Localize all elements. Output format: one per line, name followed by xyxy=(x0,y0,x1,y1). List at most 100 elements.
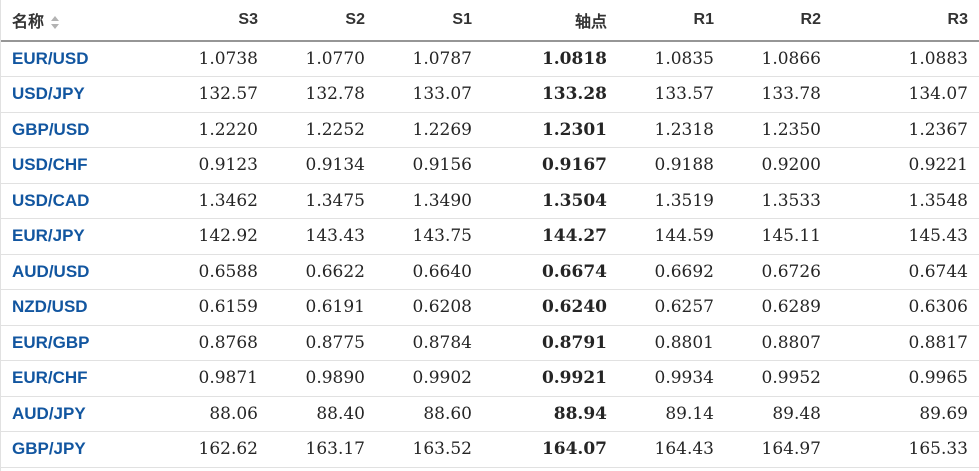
r1-cell: 0.6257 xyxy=(654,297,714,318)
r3-cell: 89.69 xyxy=(919,403,968,424)
column-header-r1: R1 xyxy=(617,0,724,42)
r2-cell: 0.8807 xyxy=(761,332,821,353)
r1-cell: 144.59 xyxy=(654,226,714,247)
column-header-s1: S1 xyxy=(375,0,482,42)
pair-name-cell: NZD/USD xyxy=(1,290,161,326)
s3-cell: 1.2220 xyxy=(198,119,258,140)
s1-cell: 0.8784 xyxy=(412,332,472,353)
r2-cell: 0.9200 xyxy=(761,155,821,176)
r2-cell: 0.6289 xyxy=(761,297,821,318)
s1-cell: 1.3490 xyxy=(412,190,472,211)
pivot-cell: 0.9167 xyxy=(541,155,607,176)
r2-cell: 1.0866 xyxy=(761,49,821,69)
s1-cell: 0.9902 xyxy=(412,368,472,389)
s3-cell: 0.9871 xyxy=(198,368,258,389)
pivot-cell: 1.2301 xyxy=(541,119,607,140)
r1-cell: 0.8801 xyxy=(654,332,714,353)
s3-cell: 162.62 xyxy=(198,439,258,460)
s3-cell: 1.3462 xyxy=(198,190,258,211)
r2-cell: 1.2350 xyxy=(761,119,821,140)
s2-cell: 163.17 xyxy=(305,439,365,460)
pair-name-cell: EUR/JPY xyxy=(1,219,161,255)
s3-cell: 0.6159 xyxy=(198,297,258,318)
r3-cell: 1.0883 xyxy=(908,49,968,69)
sort-icon[interactable] xyxy=(51,16,60,30)
pair-name-cell: GBP/USD xyxy=(1,112,161,148)
r3-cell: 0.9221 xyxy=(908,155,968,176)
pair-name-cell: USD/JPY xyxy=(1,77,161,113)
pivot-cell: 0.9921 xyxy=(541,368,607,389)
column-header-r3: R3 xyxy=(831,0,979,42)
s2-cell: 132.78 xyxy=(305,84,365,105)
table-row: AUD/USD 0.6588 0.6622 0.6640 0.6674 0.66… xyxy=(1,254,979,290)
r2-cell: 145.11 xyxy=(761,226,821,247)
r1-cell: 164.43 xyxy=(654,439,714,460)
r3-cell: 165.33 xyxy=(908,439,968,460)
pair-link[interactable]: GBP/USD xyxy=(12,119,90,139)
table-row: USD/CAD 1.3462 1.3475 1.3490 1.3504 1.35… xyxy=(1,183,979,219)
table-row: USD/JPY 132.57 132.78 133.07 133.28 133.… xyxy=(1,77,979,113)
s2-cell: 143.43 xyxy=(305,226,365,247)
table-row: EUR/GBP 0.8768 0.8775 0.8784 0.8791 0.88… xyxy=(1,325,979,361)
s3-cell: 88.06 xyxy=(209,403,258,424)
s2-cell: 0.8775 xyxy=(305,332,365,353)
s1-cell: 133.07 xyxy=(412,84,472,105)
column-header-r2: R2 xyxy=(724,0,831,42)
r3-cell: 0.9965 xyxy=(908,368,968,389)
pivot-cell: 0.6674 xyxy=(541,261,607,282)
r3-cell: 145.43 xyxy=(908,226,968,247)
pair-name-cell: GBP/JPY xyxy=(1,432,161,468)
s2-cell: 0.6622 xyxy=(305,261,365,282)
table-row: EUR/JPY 142.92 143.43 143.75 144.27 144.… xyxy=(1,219,979,255)
pair-name-cell: AUD/JPY xyxy=(1,396,161,432)
pair-name-cell: AUD/USD xyxy=(1,254,161,290)
pair-link[interactable]: EUR/CHF xyxy=(12,368,88,388)
pair-link[interactable]: EUR/GBP xyxy=(12,332,90,352)
r3-cell: 134.07 xyxy=(908,84,968,105)
pair-link[interactable]: NZD/USD xyxy=(12,297,88,317)
sort-descending-icon xyxy=(51,24,60,30)
pair-link[interactable]: EUR/JPY xyxy=(12,226,85,246)
s1-cell: 1.2269 xyxy=(412,119,472,140)
pair-link[interactable]: AUD/USD xyxy=(12,261,90,281)
column-header-name[interactable]: 名称 xyxy=(1,0,161,42)
pivot-cell: 164.07 xyxy=(541,439,607,460)
r3-cell: 0.8817 xyxy=(908,332,968,353)
s1-cell: 163.52 xyxy=(412,439,472,460)
pair-name-cell: USD/CHF xyxy=(1,148,161,184)
s1-cell: 1.0787 xyxy=(412,49,472,69)
pair-name-cell: EUR/CHF xyxy=(1,361,161,397)
r1-cell: 89.14 xyxy=(665,403,714,424)
r1-cell: 0.9188 xyxy=(654,155,714,176)
pivot-cell: 144.27 xyxy=(541,226,607,247)
r2-cell: 0.6726 xyxy=(761,261,821,282)
pair-name-cell: USD/CAD xyxy=(1,183,161,219)
r2-cell: 133.78 xyxy=(761,84,821,105)
s3-cell: 142.92 xyxy=(198,226,258,247)
s3-cell: 1.0738 xyxy=(198,49,258,69)
pivot-cell: 1.3504 xyxy=(541,190,607,211)
r1-cell: 133.57 xyxy=(654,84,714,105)
pair-link[interactable]: GBP/JPY xyxy=(12,439,86,459)
pivot-cell: 0.8791 xyxy=(541,332,607,353)
r3-cell: 1.3548 xyxy=(908,190,968,211)
sort-ascending-icon xyxy=(51,16,60,22)
pair-link[interactable]: USD/CAD xyxy=(12,190,90,210)
pair-link[interactable]: EUR/USD xyxy=(12,49,89,68)
r2-cell: 89.48 xyxy=(772,403,821,424)
table-row: USD/CHF 0.9123 0.9134 0.9156 0.9167 0.91… xyxy=(1,148,979,184)
s2-cell: 0.9134 xyxy=(305,155,365,176)
r1-cell: 0.9934 xyxy=(654,368,714,389)
pair-link[interactable]: AUD/JPY xyxy=(12,403,86,423)
s1-cell: 0.6640 xyxy=(412,261,472,282)
s3-cell: 132.57 xyxy=(198,84,258,105)
header-row: 名称 S3 S2 S1 轴点 R1 R2 R3 xyxy=(1,0,979,42)
pivot-cell: 133.28 xyxy=(541,84,607,105)
s1-cell: 143.75 xyxy=(412,226,472,247)
r1-cell: 1.3519 xyxy=(654,190,714,211)
pair-link[interactable]: USD/JPY xyxy=(12,84,85,104)
s2-cell: 0.6191 xyxy=(305,297,365,318)
pair-link[interactable]: USD/CHF xyxy=(12,155,88,175)
